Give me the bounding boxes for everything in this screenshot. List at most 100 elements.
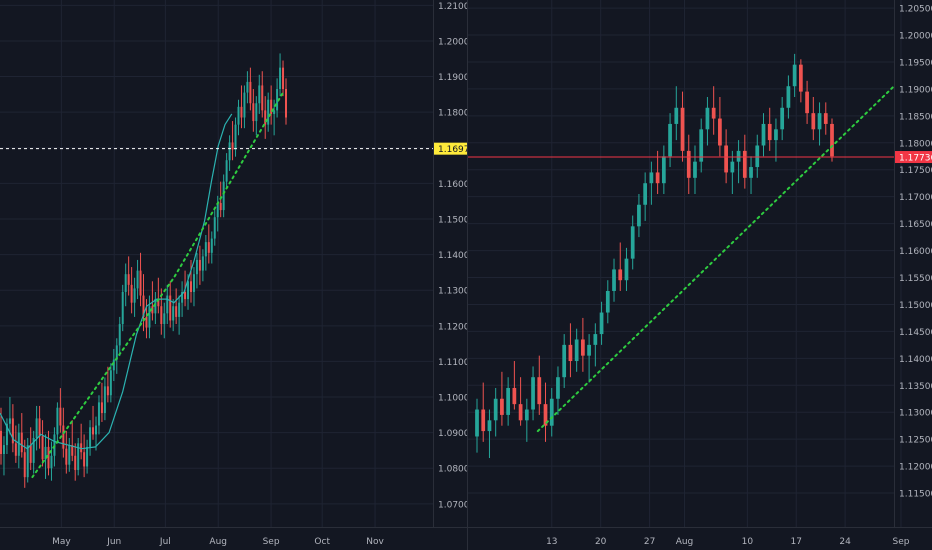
price-tick-label: 1.14000 — [438, 251, 467, 261]
current-price-badge — [434, 142, 467, 155]
candle-up — [605, 290, 610, 313]
price-tick-label: 1.19000 — [899, 85, 932, 95]
candle-down — [29, 445, 32, 463]
candle-up — [103, 386, 106, 414]
candle-down — [62, 425, 65, 449]
candle-down — [92, 427, 95, 435]
candle-down — [282, 67, 285, 90]
right-grid — [468, 0, 902, 527]
candle-up — [210, 238, 213, 253]
candle-up — [8, 418, 11, 424]
right-chart[interactable]: 1.20500 1.20000 1.19500 1.19000 1.18500 1.180… — [468, 0, 932, 550]
candle-up — [17, 432, 20, 456]
candle-up — [26, 445, 29, 478]
candle-up — [181, 291, 184, 303]
candle-up — [637, 204, 641, 227]
left-time-axis[interactable]: May Jun Jul Aug Sep Oct Nov — [0, 527, 467, 548]
candle-down — [481, 409, 486, 432]
candle-up — [674, 107, 679, 124]
candle-up — [77, 443, 80, 471]
candle-down — [249, 81, 252, 104]
candle-up — [163, 313, 166, 325]
right-price-axis[interactable]: 1.20500 1.20000 1.19500 1.19000 1.18500 1.180… — [894, 0, 932, 527]
candle-up — [792, 64, 797, 87]
candle-up — [587, 344, 591, 356]
candle-down — [655, 172, 660, 184]
candle-down — [261, 85, 264, 111]
candle-up — [487, 420, 492, 432]
left-chart-background — [0, 0, 467, 550]
moving-average-line — [0, 113, 233, 450]
candle-down — [798, 64, 803, 92]
price-tick-label: 1.13500 — [899, 382, 932, 392]
candle-up — [246, 81, 249, 93]
candle-up — [243, 92, 246, 118]
time-tick-label: Jul — [159, 537, 171, 547]
candle-down — [512, 387, 517, 405]
price-tick-label: 1.17500 — [899, 166, 932, 176]
candle-up — [225, 160, 228, 182]
candle-down — [718, 118, 722, 146]
right-candles — [475, 53, 834, 459]
price-tick-label: 1.14000 — [899, 355, 932, 365]
time-tick-label: Sep — [263, 537, 280, 547]
candle-down — [240, 106, 243, 118]
right-time-axis[interactable]: 13 20 27 Aug 10 17 24 Sep — [468, 527, 932, 548]
candle-up — [5, 423, 8, 446]
candle-down — [130, 284, 133, 303]
candle-down — [169, 295, 172, 321]
candle-up — [786, 86, 791, 108]
candle-up — [643, 183, 648, 205]
candle-down — [47, 446, 50, 469]
candle-down — [14, 443, 17, 456]
candle-down — [252, 103, 255, 122]
panel-separator[interactable] — [467, 0, 468, 550]
price-tick-label: 1.16000 — [438, 180, 467, 190]
price-tick-label: 1.13000 — [438, 287, 467, 297]
candle-up — [593, 334, 598, 345]
candle-down — [65, 448, 68, 465]
time-tick-label: Nov — [366, 537, 384, 547]
candle-down — [59, 407, 62, 426]
left-overlays — [0, 91, 433, 479]
price-tick-label: 1.13000 — [899, 409, 932, 419]
candle-up — [222, 181, 225, 211]
time-tick-label: Sep — [892, 537, 909, 547]
candle-up — [133, 288, 136, 303]
candle-up — [136, 270, 139, 289]
candle-down — [151, 306, 154, 314]
candle-up — [109, 370, 112, 396]
current-price-label: 1.16975 — [438, 145, 467, 155]
candle-down — [568, 344, 573, 362]
time-tick-label: Aug — [209, 537, 227, 547]
candle-up — [612, 269, 616, 291]
candle-up — [817, 113, 822, 130]
candle-up — [693, 161, 697, 178]
candle-up — [599, 312, 604, 335]
candle-down — [198, 259, 201, 271]
candle-up — [556, 377, 560, 399]
left-price-axis[interactable]: 1.210001.200001.190001.180001.170001.160… — [433, 0, 468, 527]
right-chart-background — [468, 0, 932, 550]
left-chart[interactable]: 1.210001.200001.190001.180001.170001.160… — [0, 0, 467, 550]
candle-down — [830, 123, 834, 157]
candle-down — [686, 150, 691, 178]
candle-up — [549, 398, 554, 426]
time-tick-label: 24 — [839, 537, 851, 547]
candle-up — [95, 425, 97, 435]
price-tick-label: 1.18000 — [899, 139, 932, 149]
candle-down — [537, 377, 542, 405]
current-price-label: 1.17736 — [899, 154, 932, 164]
candle-down — [74, 455, 77, 471]
candle-down — [264, 110, 267, 125]
trendline[interactable] — [536, 85, 895, 433]
price-tick-label: 1.17000 — [899, 193, 932, 203]
price-tick-label: 1.07000 — [438, 500, 467, 510]
candle-down — [38, 418, 41, 437]
candle-down — [543, 404, 548, 426]
price-tick-label: 1.18000 — [438, 109, 467, 119]
time-tick-label: 13 — [546, 537, 557, 547]
candle-up — [524, 409, 529, 421]
candle-up — [68, 445, 71, 465]
candle-up — [187, 281, 190, 300]
